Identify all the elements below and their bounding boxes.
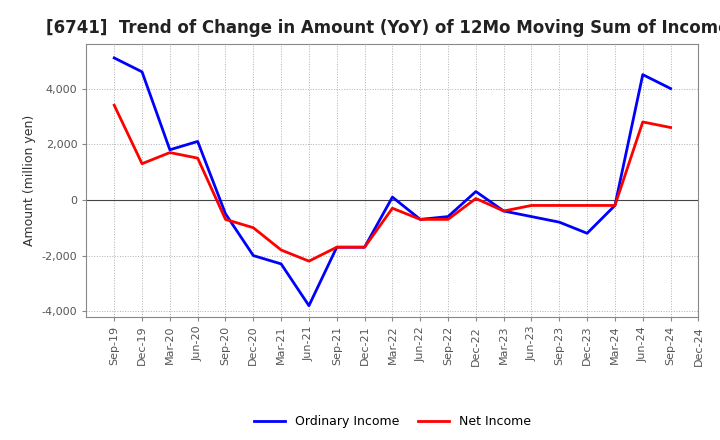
Net Income xyxy=(611,203,619,208)
Net Income xyxy=(360,245,369,250)
Ordinary Income xyxy=(194,139,202,144)
Ordinary Income xyxy=(666,86,675,91)
Title: [6741]  Trend of Change in Amount (YoY) of 12Mo Moving Sum of Incomes: [6741] Trend of Change in Amount (YoY) o… xyxy=(45,19,720,37)
Net Income xyxy=(527,203,536,208)
Ordinary Income xyxy=(166,147,174,152)
Ordinary Income xyxy=(305,303,313,308)
Ordinary Income xyxy=(388,194,397,200)
Net Income xyxy=(194,155,202,161)
Ordinary Income xyxy=(500,209,508,214)
Net Income xyxy=(444,217,452,222)
Ordinary Income xyxy=(527,214,536,219)
Ordinary Income xyxy=(472,189,480,194)
Net Income xyxy=(110,103,119,108)
Legend: Ordinary Income, Net Income: Ordinary Income, Net Income xyxy=(248,411,536,433)
Ordinary Income xyxy=(138,69,146,74)
Ordinary Income xyxy=(360,245,369,250)
Ordinary Income xyxy=(444,214,452,219)
Net Income xyxy=(555,203,564,208)
Ordinary Income xyxy=(582,231,591,236)
Net Income xyxy=(166,150,174,155)
Y-axis label: Amount (million yen): Amount (million yen) xyxy=(23,115,36,246)
Ordinary Income xyxy=(221,211,230,216)
Net Income xyxy=(666,125,675,130)
Net Income xyxy=(388,205,397,211)
Net Income xyxy=(416,217,425,222)
Line: Ordinary Income: Ordinary Income xyxy=(114,58,670,306)
Ordinary Income xyxy=(555,220,564,225)
Ordinary Income xyxy=(110,55,119,61)
Line: Net Income: Net Income xyxy=(114,105,670,261)
Net Income xyxy=(276,247,285,253)
Ordinary Income xyxy=(276,261,285,267)
Net Income xyxy=(582,203,591,208)
Ordinary Income xyxy=(333,245,341,250)
Net Income xyxy=(472,196,480,201)
Net Income xyxy=(639,119,647,125)
Ordinary Income xyxy=(416,217,425,222)
Ordinary Income xyxy=(249,253,258,258)
Net Income xyxy=(500,209,508,214)
Net Income xyxy=(333,245,341,250)
Net Income xyxy=(305,258,313,264)
Ordinary Income xyxy=(611,203,619,208)
Ordinary Income xyxy=(639,72,647,77)
Net Income xyxy=(138,161,146,166)
Net Income xyxy=(249,225,258,231)
Net Income xyxy=(221,217,230,222)
